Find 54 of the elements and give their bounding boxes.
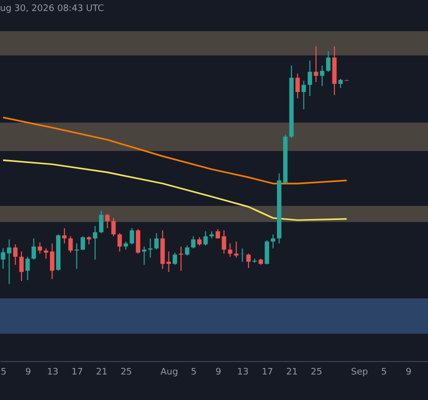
candlestick [178,246,184,272]
candlestick [320,65,324,87]
x-tick-label: 5 [0,368,6,378]
candlestick [142,246,146,266]
candlestick [117,232,122,252]
candlestick [62,228,67,244]
candlestick [68,236,73,254]
candlestick [191,236,196,249]
candlestick [228,242,232,258]
candlestick [105,213,110,229]
candlestick [92,226,98,260]
x-tick-label: 21 [96,368,108,378]
candlestick [216,228,220,239]
x-tick-label: 13 [46,368,58,378]
x-tick-label: 21 [286,368,298,378]
x-tick-label: 17 [71,368,83,378]
candlestick [19,251,24,282]
x-tick-label: 9 [215,368,222,378]
candlestick [240,248,245,262]
candlestick [203,230,208,246]
x-tick-label: 9 [406,368,412,378]
candlestick [38,242,42,254]
x-tick-label: 17 [262,368,274,378]
candlestick [172,252,178,266]
candlestick [130,228,134,245]
candlestick [314,46,318,83]
candlestick [50,242,54,280]
x-tick-label: 5 [381,368,387,378]
x-tick-label: Sep [350,368,368,378]
candlestick [80,236,86,251]
text: ug 30, 2026 08:43 UTC [0,4,104,14]
candlestick [99,210,104,234]
candlestick [270,234,276,249]
x-tick-label: Aug [160,368,178,378]
candlestick [32,238,36,260]
x-tick-label: 9 [25,368,32,378]
candlestick [295,73,300,99]
x-tick-label: 25 [310,368,322,378]
candlestick [234,241,238,258]
x-tick-label: 13 [237,368,249,378]
candlestick [25,256,30,281]
x-tick-label: 25 [120,368,132,378]
candlestick [184,245,190,256]
candlestick [326,50,330,72]
candlestick [74,242,79,270]
candlestick [111,217,116,237]
candlestick [308,60,312,97]
candlestick [338,78,343,88]
x-tick-label: 5 [190,368,197,378]
candlestick [13,244,18,266]
candlestick [264,240,270,265]
candlestick [136,228,140,254]
candlestick [154,232,159,250]
candlestick [302,80,306,110]
